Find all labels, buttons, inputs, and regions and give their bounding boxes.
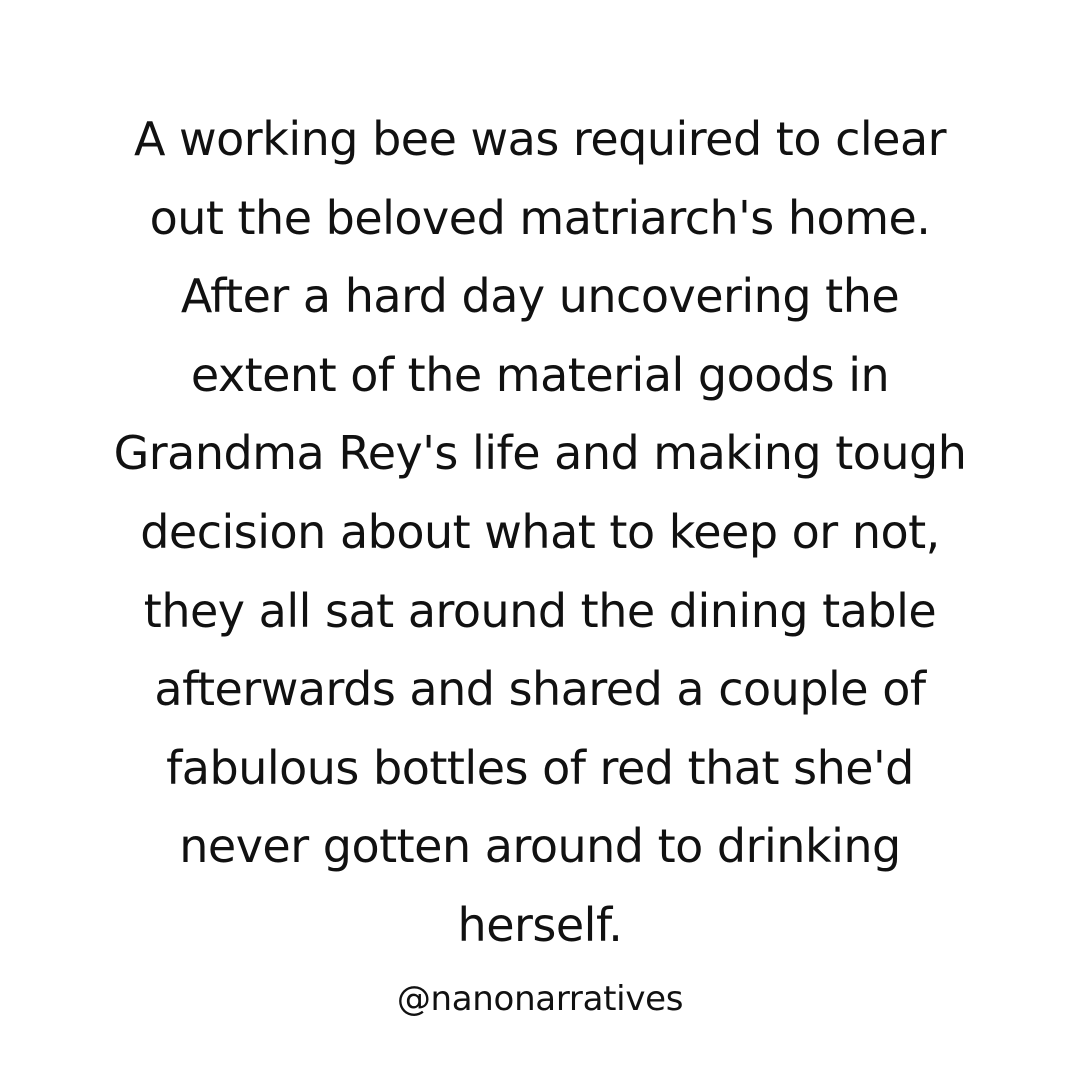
story-line: decision about what to keep or not, (140, 504, 940, 559)
story-line: fabulous bottles of red that she'd (166, 740, 914, 795)
story-line: herself. (457, 897, 623, 952)
story-line: Grandma Rey's life and making tough (113, 426, 967, 481)
story-line: out the beloved matriarch's home. (149, 190, 931, 245)
author-handle: @nanonarratives (396, 979, 684, 1019)
story-line: never gotten around to drinking (179, 819, 901, 874)
story-line: afterwards and shared a couple of (154, 662, 926, 717)
story-line: After a hard day uncovering the (180, 269, 900, 324)
story-line: extent of the material goods in (190, 347, 890, 402)
story-line: A working bee was required to clear (133, 112, 947, 166)
story-line: they all sat around the dining table (143, 583, 937, 638)
story-text: A working bee was required to clear out … (0, 100, 1080, 965)
